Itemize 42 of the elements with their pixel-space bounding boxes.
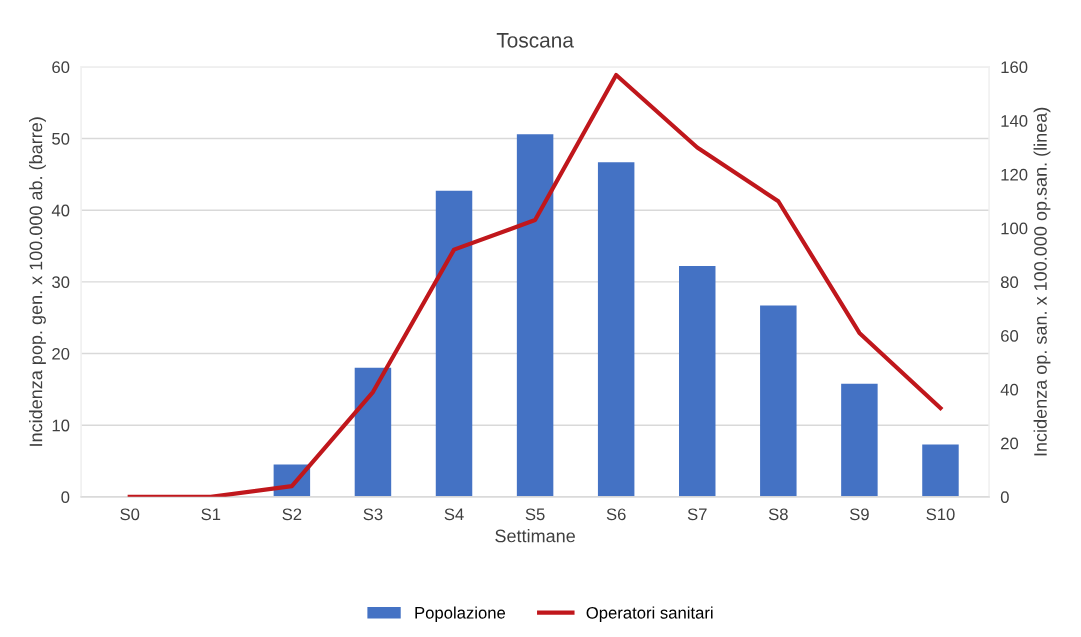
bar [679,266,716,497]
x-tick-label: S2 [282,508,302,521]
y-tick-label: 10 [52,419,70,432]
x-axis-title: Settimane [495,529,575,543]
y2-tick-label: 0 [1000,491,1009,504]
y2-tick-label: 20 [1001,437,1019,450]
y-tick-label: 60 [52,61,70,74]
x-tick-label: S5 [525,508,545,521]
y-tick-label: 20 [52,347,70,360]
bar [516,134,554,497]
y-tick-label: 40 [51,204,70,217]
bar [922,444,959,497]
x-tick-label: S1 [201,508,221,521]
y-axis-title: Incidenza pop. gen. x 100.000 ab. (barre) [29,117,46,446]
y-tick-label: 30 [52,276,70,289]
y2-axis-title: Incidenza op. san. x 100.000 op.san. (linea) [1033,107,1051,456]
chart-title: Toscana [496,33,574,48]
y2-tick-label: 120 [1001,168,1028,181]
y2-tick-label: 80 [1000,276,1019,289]
y2-tick-label: 40 [1000,383,1019,396]
y2-tick-label: 100 [1001,222,1028,235]
bar [760,305,797,497]
x-tick-label: S0 [120,508,140,521]
line-series [127,72,943,497]
bar [354,367,392,497]
y2-tick-label: 60 [1001,330,1019,342]
x-tick-label: S4 [444,508,464,521]
x-tick-label: S10 [926,508,955,521]
bar [841,383,878,497]
x-tick-label: S9 [849,508,869,521]
legend-label: Popolazione [415,606,506,622]
bar [597,162,635,497]
y-tick-label: 50 [52,132,70,145]
legend-label: Operatori sanitari [586,606,713,622]
x-tick-label: S7 [687,508,707,521]
y-tick-label: 0 [61,491,70,504]
x-tick-label: S8 [768,508,788,521]
bar [435,190,473,497]
y2-tick-label: 160 [1001,61,1028,74]
y2-tick-label: 140 [1001,115,1028,127]
x-tick-label: S6 [606,508,626,521]
x-tick-label: S3 [363,508,383,521]
